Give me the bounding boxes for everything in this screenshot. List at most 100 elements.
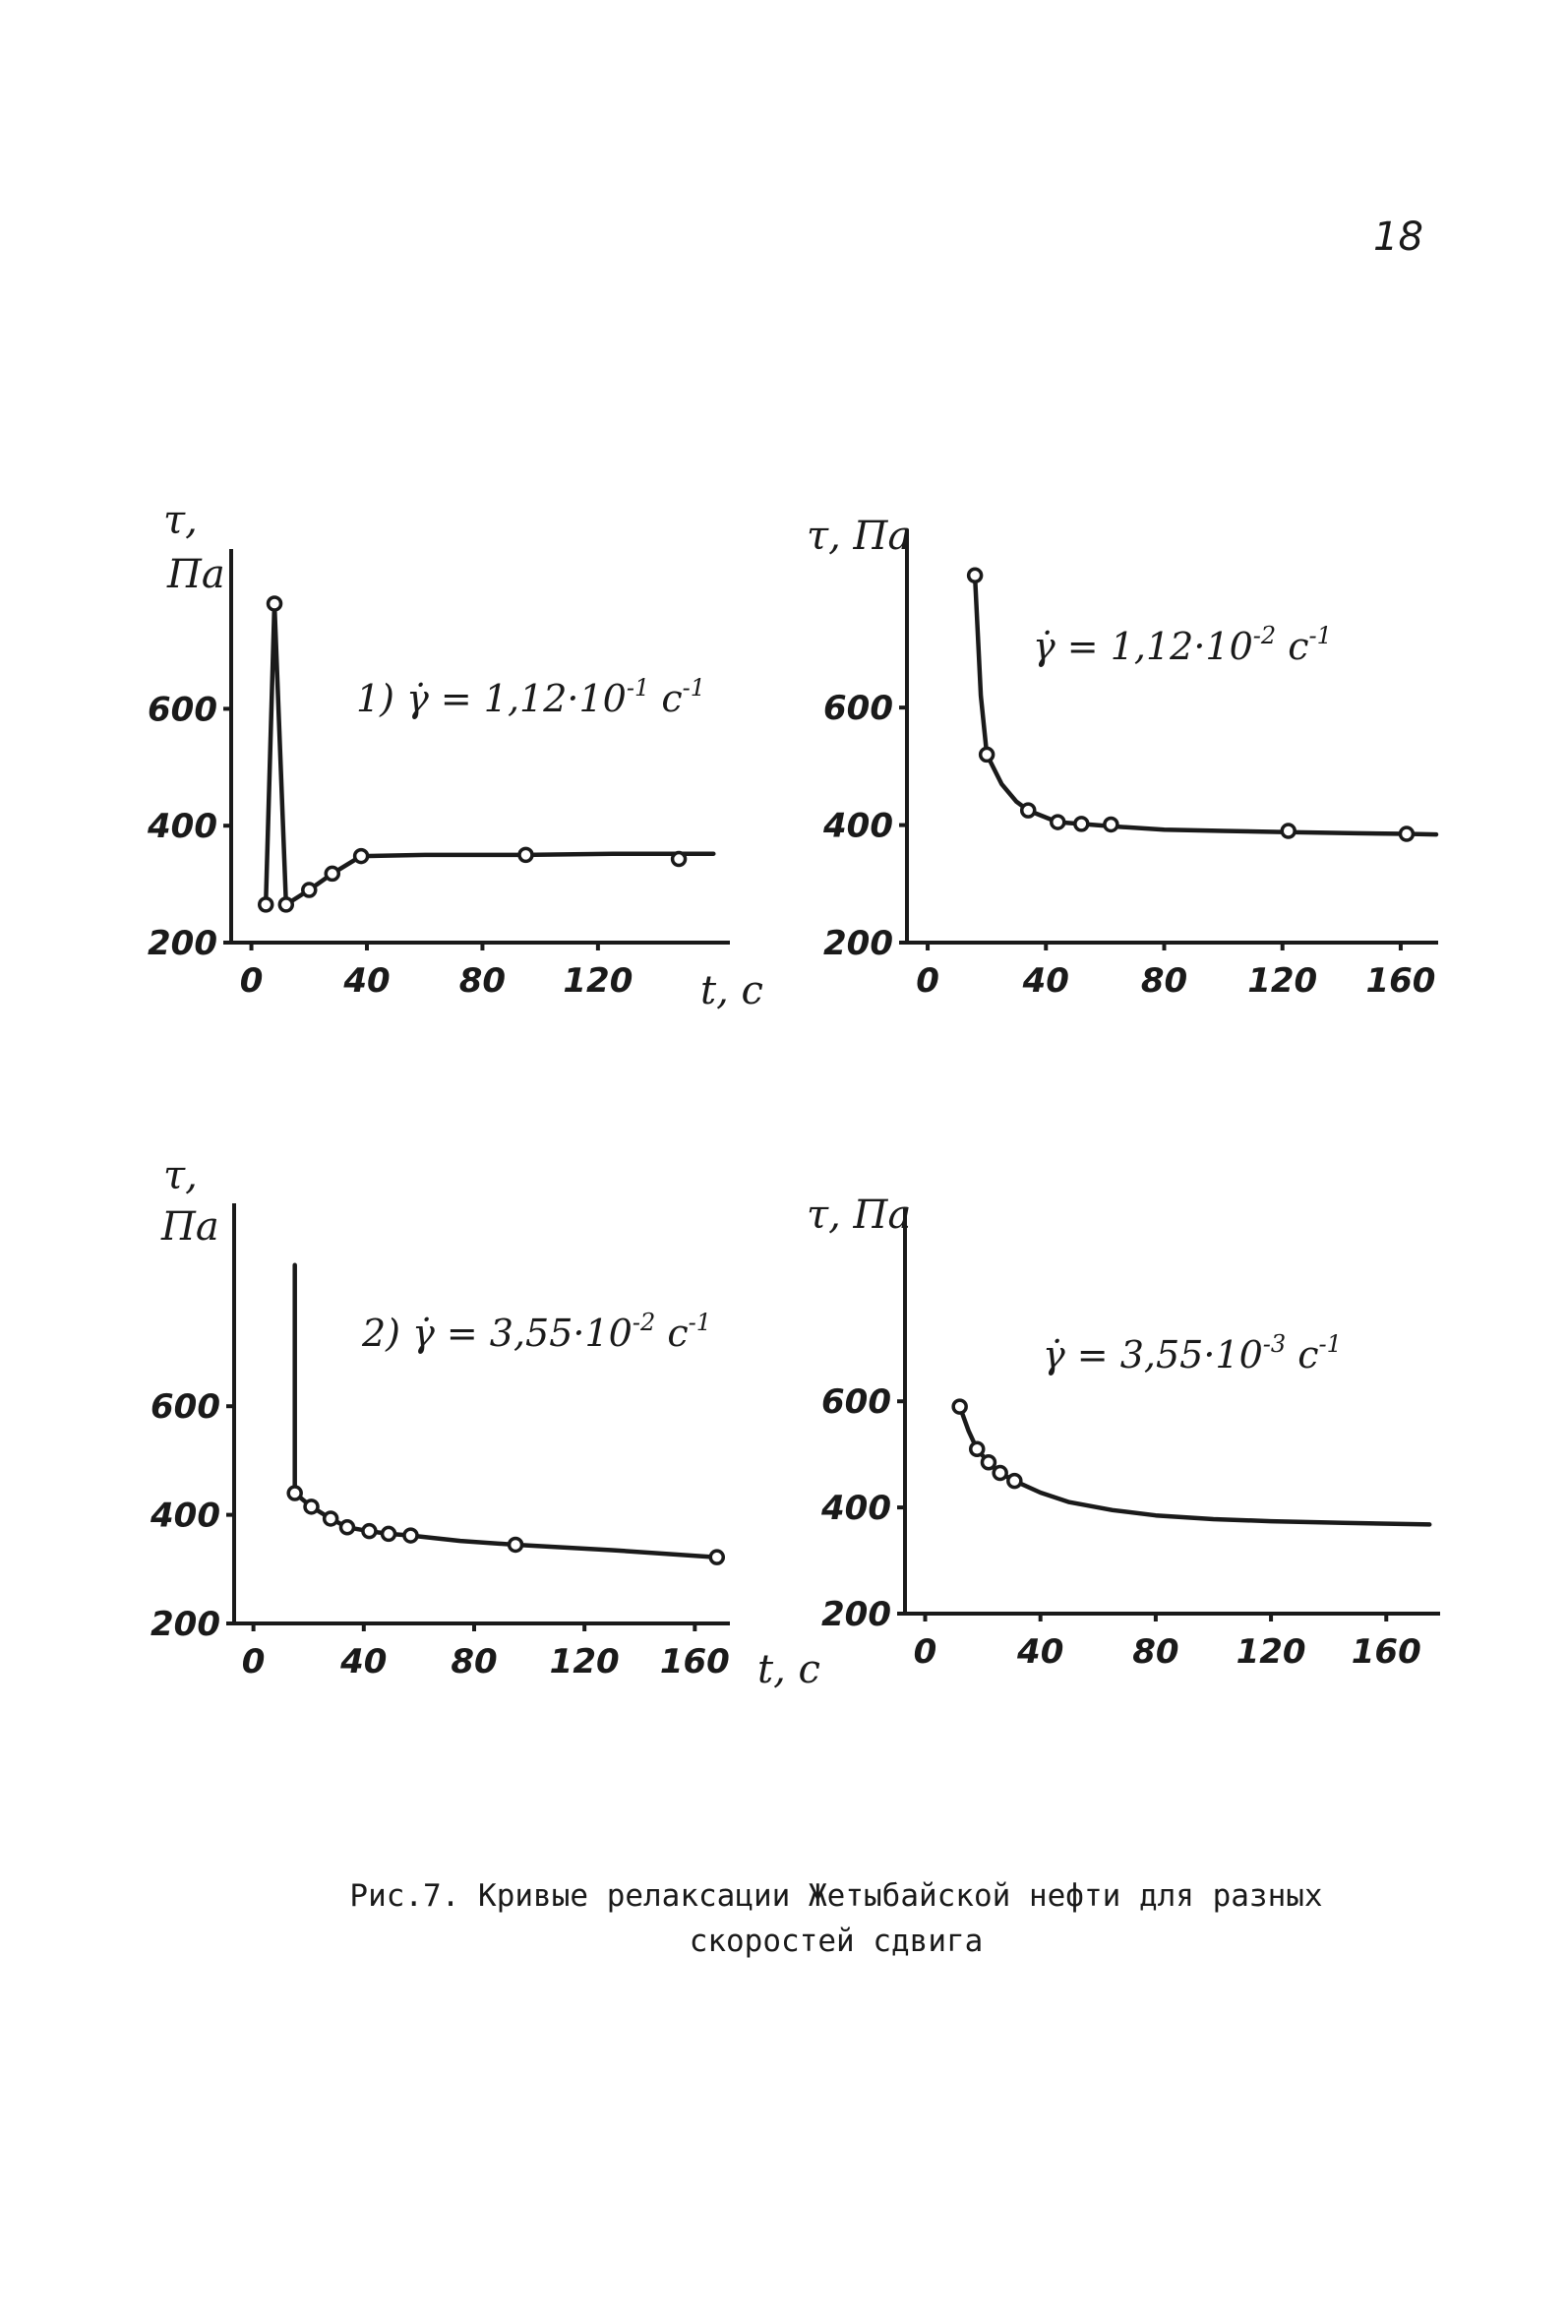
y-axis-unit: Па <box>166 552 225 597</box>
annotation-unit-exponent: -1 <box>1309 622 1332 649</box>
data-point <box>992 1464 1008 1482</box>
x-tick-label: 0 <box>242 1642 266 1682</box>
data-point <box>968 1440 986 1458</box>
relaxation-curve <box>263 601 716 907</box>
data-point <box>978 746 995 764</box>
annotation-unit: c <box>655 1312 688 1355</box>
x-tick-label: 80 <box>1132 1632 1178 1672</box>
x-tick-label: 0 <box>916 961 939 1001</box>
data-point <box>1073 816 1090 832</box>
annotation-unit: c <box>649 677 682 720</box>
y-tick-label: 200 <box>148 924 217 963</box>
x-tick-label: 160 <box>1352 1632 1421 1672</box>
y-axis-label: τ, <box>163 498 198 543</box>
data-point <box>1019 802 1037 819</box>
data-point <box>338 1519 356 1536</box>
data-point <box>507 1536 524 1554</box>
data-point <box>286 1485 303 1501</box>
shear-rate-annotation: γ̇ = 3,55·10-3 c-1 <box>1043 1330 1342 1376</box>
x-tick-label: 80 <box>451 1642 497 1682</box>
data-point <box>402 1527 419 1544</box>
annotation-base: γ̇ = 3,55·10 <box>1043 1333 1263 1376</box>
y-tick-label: 400 <box>822 807 893 846</box>
annotation-exponent: -2 <box>633 1309 655 1336</box>
figure-caption: Рис.7. Кривые релаксации Жетыбайской неф… <box>246 1873 1426 1964</box>
x-tick-label: 40 <box>1022 961 1069 1001</box>
data-point <box>670 850 688 868</box>
relaxation-chart-1: 200 400 600 0 40 80 120 τ, Па t, с 1) γ̇ = 1,12·10… <box>147 498 763 1013</box>
y-tick-label: 600 <box>148 690 217 729</box>
y-tick-label: 400 <box>820 1489 891 1528</box>
x-tick-label: 0 <box>914 1632 937 1672</box>
data-point <box>361 1522 378 1540</box>
y-tick-label: 600 <box>151 1387 220 1427</box>
y-tick-label: 400 <box>147 807 217 846</box>
data-point <box>951 1398 968 1415</box>
x-tick-label: 120 <box>1247 961 1317 1001</box>
data-point <box>1280 823 1297 839</box>
data-point <box>517 846 534 864</box>
caption-line-2: скоростей сдвига <box>689 1924 984 1959</box>
annotation-unit: c <box>1286 1333 1318 1376</box>
x-axis-label: t, с <box>757 1647 820 1692</box>
data-point <box>324 865 341 883</box>
y-axis-label: τ, Па <box>807 514 911 559</box>
x-tick-label: 120 <box>1236 1632 1306 1672</box>
x-tick-label: 80 <box>459 961 506 1001</box>
x-tick-label: 40 <box>342 961 390 1001</box>
x-tick-label: 160 <box>1365 961 1435 1001</box>
data-point <box>1398 826 1416 842</box>
y-axis-unit: Па <box>160 1204 219 1250</box>
y-tick-label: 200 <box>151 1605 220 1644</box>
shear-rate-annotation: 2) γ̇ = 3,55·10-2 c-1 <box>361 1309 711 1355</box>
annotation-exponent: -2 <box>1253 622 1276 649</box>
annotation-exponent: -3 <box>1263 1330 1286 1358</box>
x-tick-label: 120 <box>563 961 633 1001</box>
relaxation-chart-3: 200 400 600 0 40 80 120 160 τ, Па t, с 2) γ̇ = 3,55… <box>150 1153 820 1692</box>
data-point <box>277 896 295 913</box>
page-number: 18 <box>1373 214 1423 260</box>
annotation-base: 2) γ̇ = 3,55·10 <box>361 1312 633 1355</box>
data-point <box>1050 814 1066 830</box>
caption-line-1: Рис.7. Кривые релаксации Жетыбайской неф… <box>349 1878 1323 1914</box>
annotation-base: γ̇ = 1,12·10 <box>1033 625 1253 668</box>
y-axis-label: τ, <box>163 1153 198 1198</box>
data-point <box>301 882 318 898</box>
x-tick-label: 0 <box>240 961 264 1001</box>
y-tick-label: 600 <box>823 689 893 728</box>
data-point <box>980 1454 997 1471</box>
data-point <box>1006 1472 1023 1490</box>
data-point <box>322 1510 339 1527</box>
relaxation-chart-2: 200 400 600 0 40 80 120 160 τ, Па γ̇ = 1,12·10-2 … <box>807 514 1439 1001</box>
y-tick-label: 400 <box>150 1497 220 1536</box>
x-tick-label: 40 <box>339 1642 387 1682</box>
annotation-base: 1) γ̇ = 1,12·10 <box>356 677 627 720</box>
annotation-unit-exponent: -1 <box>683 674 705 702</box>
data-point <box>708 1549 726 1565</box>
x-tick-label: 160 <box>660 1642 730 1682</box>
shear-rate-annotation: 1) γ̇ = 1,12·10-1 c-1 <box>356 674 705 720</box>
data-point <box>303 1498 320 1515</box>
data-point <box>380 1525 397 1543</box>
shear-rate-annotation: γ̇ = 1,12·10-2 c-1 <box>1033 622 1332 668</box>
data-point <box>1103 816 1119 833</box>
x-tick-label: 80 <box>1141 961 1187 1001</box>
y-axis-label: τ, Па <box>807 1193 911 1238</box>
annotation-unit: c <box>1276 625 1308 668</box>
y-tick-label: 600 <box>821 1382 891 1422</box>
x-tick-label: 40 <box>1016 1632 1063 1672</box>
relaxation-curve <box>972 573 1439 837</box>
y-tick-label: 200 <box>821 1595 891 1634</box>
data-point <box>266 595 283 612</box>
annotation-unit-exponent: -1 <box>689 1309 711 1336</box>
annotation-unit-exponent: -1 <box>1319 1330 1342 1358</box>
data-point <box>966 567 984 584</box>
data-point <box>257 896 274 913</box>
x-tick-label: 120 <box>550 1642 620 1682</box>
x-axis-label: t, с <box>700 968 763 1013</box>
relaxation-chart-4: 200 400 600 0 40 80 120 160 τ, Па γ̇ = 3,55·10-3 … <box>807 1193 1440 1672</box>
relaxation-curve <box>957 1404 1432 1527</box>
y-tick-label: 200 <box>823 924 893 963</box>
annotation-exponent: -1 <box>627 674 649 702</box>
data-point <box>352 847 370 865</box>
